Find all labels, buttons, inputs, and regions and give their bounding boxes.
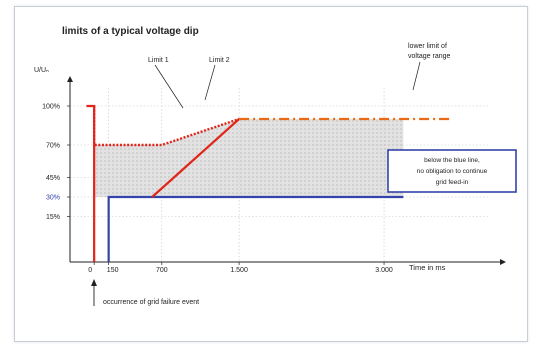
limit-1-label: Limit 1 bbox=[148, 57, 169, 64]
blue-line-note-box bbox=[387, 149, 517, 193]
fault-event-label: occurrence of grid failure event bbox=[103, 299, 199, 306]
x-tick-label-0: 0 bbox=[88, 267, 92, 274]
x-tick-label-4: 3.000 bbox=[375, 267, 393, 274]
limit-2-label: Limit 2 bbox=[209, 57, 230, 64]
blue-note-line1: below the blue line, bbox=[424, 157, 480, 164]
y-tick-label-0: 100% bbox=[42, 104, 60, 111]
lower-limit-label-line1: lower limit of bbox=[408, 43, 447, 50]
y-tick-label-4: 15% bbox=[46, 214, 60, 221]
x-tick-label-2: 700 bbox=[156, 267, 168, 274]
blue-note-line2: no obligation to continue bbox=[417, 168, 488, 175]
lower-limit-label-line2: voltage range bbox=[408, 53, 451, 60]
y-tick-label-2: 45% bbox=[46, 175, 60, 182]
shaded-region-dots bbox=[94, 119, 404, 197]
y-axis-arrow bbox=[67, 76, 73, 82]
limit-2-pointer bbox=[204, 64, 216, 101]
blue-note-line3: grid feed-in bbox=[436, 179, 469, 186]
lower-limit-pointer bbox=[412, 61, 421, 91]
x-tick-label-3: 1.500 bbox=[230, 267, 248, 274]
series-limit-2 bbox=[151, 118, 240, 198]
limit-1-pointer bbox=[154, 64, 184, 109]
x-tick-label-1: 150 bbox=[107, 267, 119, 274]
chart-title: limits of a typical voltage dip bbox=[62, 26, 199, 37]
x-axis-label: Time in ms bbox=[409, 263, 446, 272]
series-lines bbox=[86, 104, 452, 262]
x-tick-labels: 0 150 700 1.500 3.000 bbox=[88, 262, 393, 274]
x-axis-arrow bbox=[500, 259, 506, 265]
y-tick-label-3: 30% bbox=[46, 195, 60, 202]
y-tick-labels: 100% 70% 45% 30% 15% bbox=[42, 104, 70, 221]
shaded-region-group bbox=[94, 119, 404, 197]
fault-event-arrow bbox=[91, 279, 97, 286]
y-tick-label-1: 70% bbox=[46, 143, 60, 150]
series-limit-1 bbox=[92, 106, 240, 147]
series-fault-blue bbox=[107, 195, 404, 262]
y-axis-label: U/Uₙ bbox=[34, 67, 49, 74]
